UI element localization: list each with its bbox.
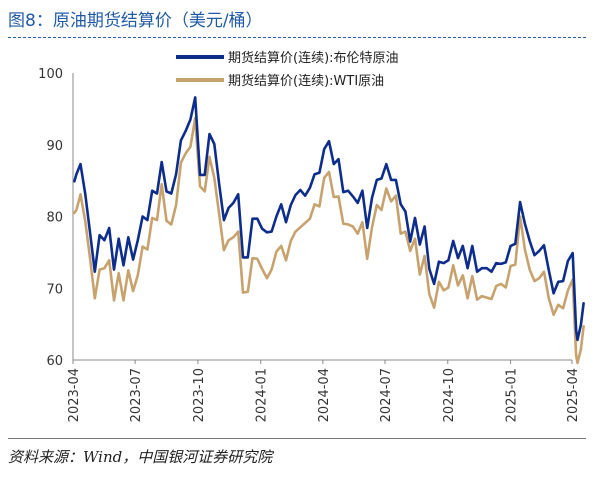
x-tick-label: 2023-07 bbox=[129, 368, 144, 422]
y-tick-label: 70 bbox=[46, 282, 63, 297]
series-line-brent bbox=[73, 96, 585, 342]
x-tick-label: 2024-10 bbox=[442, 368, 457, 422]
x-tick-label: 2025-01 bbox=[505, 368, 520, 422]
title-divider bbox=[8, 37, 586, 38]
source-note: 资料来源：Wind，中国银河证券研究院 bbox=[8, 448, 273, 466]
line-chart: 期货结算价(连续):布伦特原油 期货结算价(连续):WTI原油 60 70 80 90… bbox=[38, 50, 585, 422]
x-tick-label: 2024-07 bbox=[379, 368, 394, 422]
legend: 期货结算价(连续):布伦特原油 期货结算价(连续):WTI原油 bbox=[176, 50, 399, 89]
y-axis: 60 70 80 90 100 bbox=[38, 67, 74, 369]
legend-label-brent: 期货结算价(连续):布伦特原油 bbox=[228, 50, 399, 66]
y-tick-label: 80 bbox=[46, 211, 63, 226]
y-tick-label: 60 bbox=[46, 354, 63, 369]
plot-series bbox=[73, 96, 585, 365]
source-divider bbox=[8, 438, 586, 439]
x-tick-label: 2025-04 bbox=[566, 368, 581, 422]
y-tick-label: 90 bbox=[46, 139, 63, 154]
x-tick-label: 2023-04 bbox=[67, 368, 82, 422]
x-tick-label: 2024-04 bbox=[317, 368, 332, 422]
legend-label-wti: 期货结算价(连续):WTI原油 bbox=[228, 73, 384, 89]
chart-title: 图8：原油期货结算价（美元/桶） bbox=[8, 11, 263, 31]
x-axis: 2023-04 2023-07 2023-10 2024-01 2024-04 2024-… bbox=[67, 359, 581, 422]
x-tick-label: 2023-10 bbox=[192, 368, 207, 422]
x-tick-label: 2024-01 bbox=[255, 368, 270, 422]
y-tick-label: 100 bbox=[38, 67, 63, 82]
series-line-wti bbox=[73, 116, 585, 365]
